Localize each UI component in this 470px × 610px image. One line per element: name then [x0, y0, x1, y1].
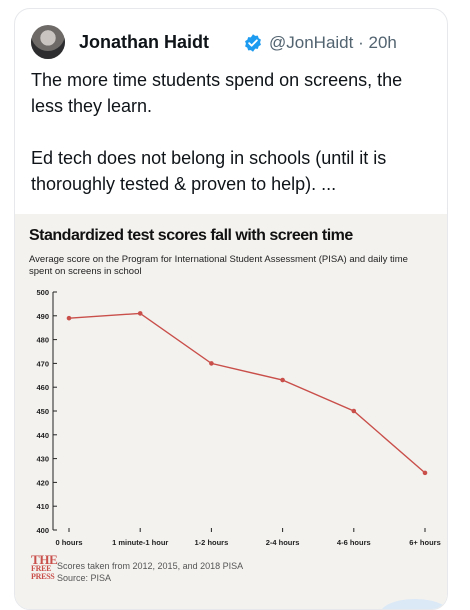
x-tick-label: 2-4 hours: [266, 538, 300, 547]
tweet-header: Jonathan Haidt @JonHaidt · 20h: [31, 25, 441, 61]
author-name[interactable]: Jonathan Haidt: [79, 32, 210, 52]
y-tick-label: 460: [36, 383, 49, 392]
source-note: Scores taken from 2012, 2015, and 2018 P…: [57, 561, 244, 571]
y-tick-label: 480: [36, 336, 49, 345]
logo-line: FREE: [31, 564, 52, 573]
publisher-logo: THE FREE PRESS: [31, 552, 58, 581]
x-tick-label: 0 hours: [55, 538, 82, 547]
author-handle[interactable]: @JonHaidt: [269, 33, 354, 52]
y-tick-label: 400: [36, 526, 49, 535]
data-point: [422, 470, 428, 476]
y-tick-label: 500: [36, 288, 49, 297]
logo-line: THE: [31, 552, 58, 567]
tweet-text: The more time students spend on screens,…: [31, 67, 439, 197]
x-tick-label: 4-6 hours: [337, 538, 371, 547]
data-point: [137, 311, 143, 316]
logo-line: PRESS: [31, 572, 55, 581]
x-tick-label: 1-2 hours: [195, 538, 229, 547]
y-tick-label: 410: [36, 502, 49, 511]
separator: ·: [358, 33, 364, 52]
tweet-paragraph: Ed tech does not belong in schools (unti…: [31, 148, 387, 194]
y-tick-label: 420: [36, 478, 49, 487]
line-chart: 400 410 420 430 440 450 460 470 480 490 500 0 hours…: [36, 288, 440, 547]
avatar[interactable]: [31, 25, 65, 59]
tweet-paragraph: The more time students spend on screens,…: [31, 70, 403, 116]
data-point: [351, 408, 357, 414]
chart-subtitle: Average score on the Program for Interna…: [29, 254, 408, 277]
tweet-card[interactable]: Jonathan Haidt @JonHaidt · 20h The more …: [14, 8, 448, 610]
y-tick-label: 440: [36, 431, 49, 440]
data-point: [66, 315, 72, 321]
partial-element: [380, 599, 447, 609]
verified-badge-icon: [245, 34, 261, 52]
data-point: [209, 361, 214, 366]
y-tick-label: 490: [36, 312, 49, 321]
tweet-time[interactable]: 20h: [368, 33, 397, 52]
chart-footer: THE FREE PRESS Scores taken from 2012, 2…: [31, 552, 411, 594]
y-tick-label: 470: [36, 359, 49, 368]
y-tick-label: 430: [36, 455, 49, 464]
y-tick-label: 450: [36, 407, 49, 416]
chart-image[interactable]: Standardized test scores fall with scree…: [15, 214, 447, 609]
data-point: [280, 377, 285, 383]
x-tick-label: 6+ hours: [409, 538, 440, 547]
x-tick-label: 1 minute-1 hour: [112, 538, 168, 547]
handle-time: @JonHaidt · 20h: [269, 33, 397, 53]
source-label: Source: PISA: [57, 573, 112, 583]
source-notes: Scores taken from 2012, 2015, and 2018 P…: [57, 560, 243, 584]
series-line: [68, 312, 426, 474]
chart-title: Standardized test scores fall with scree…: [29, 227, 353, 244]
